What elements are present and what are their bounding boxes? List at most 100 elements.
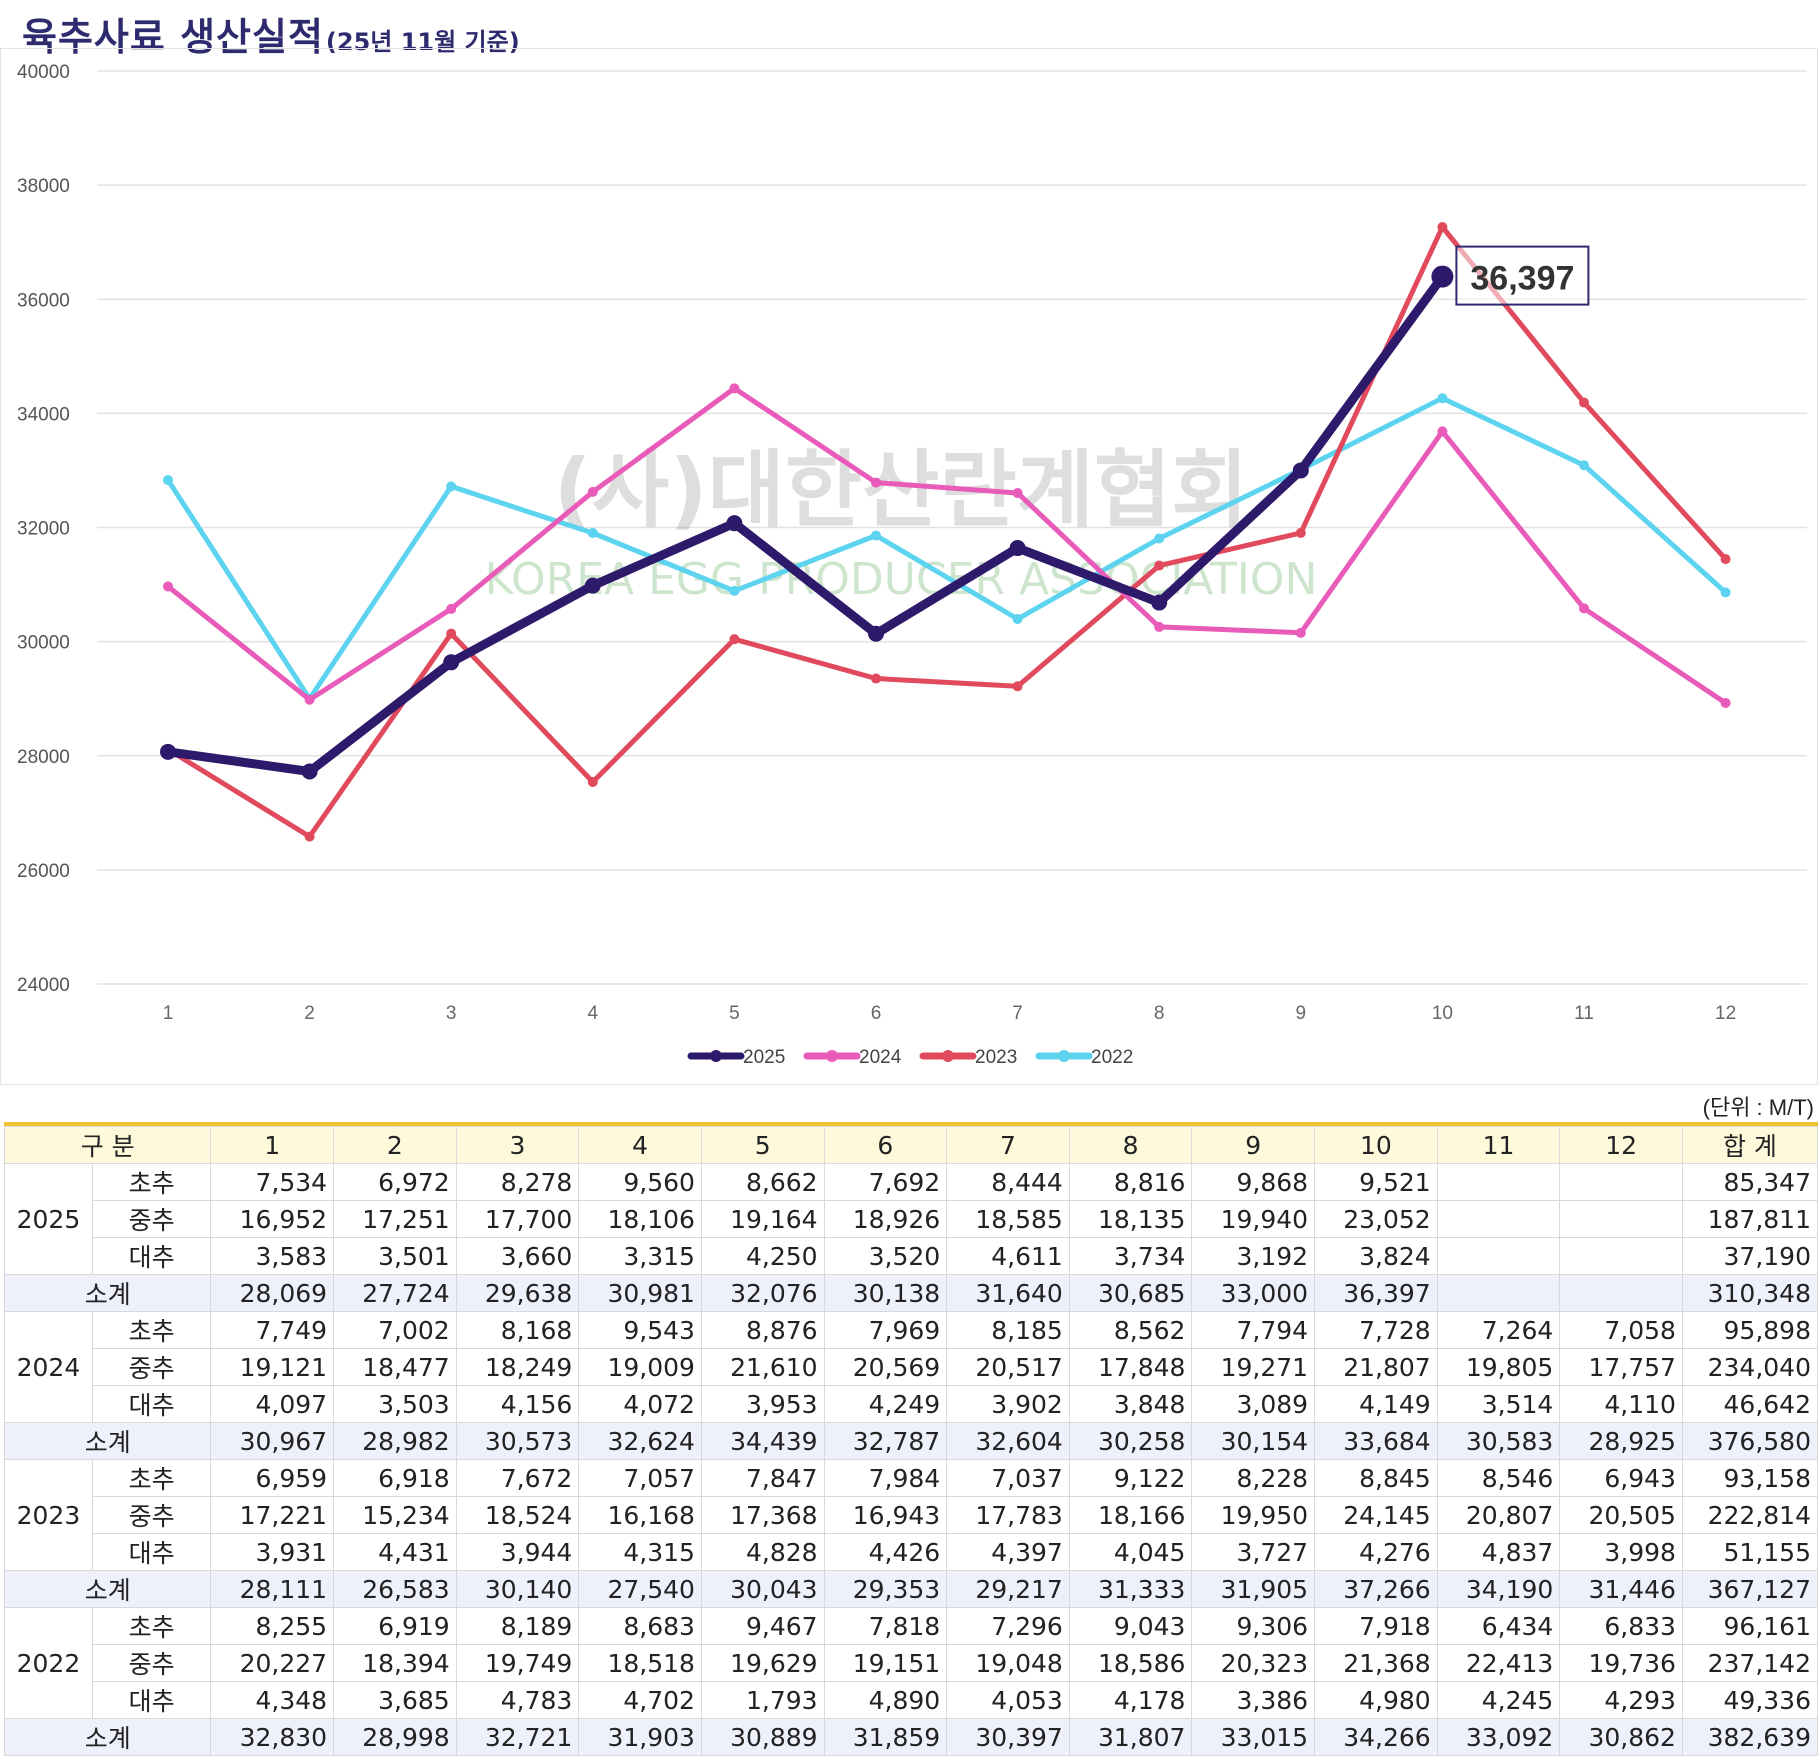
- chart-panel: (사)대한산란계협회 KOREA EGG PRODUCER ASSOCIATION…: [0, 48, 1818, 1085]
- x-tick-label: 9: [1296, 1003, 1307, 1024]
- x-tick-label: 4: [588, 1003, 599, 1024]
- data-point-2023: [1720, 554, 1731, 565]
- value-cell: 18,166: [1068, 1496, 1193, 1534]
- subtotal-cell: 30,967: [210, 1422, 335, 1460]
- value-cell: 8,845: [1314, 1459, 1438, 1497]
- value-cell: 4,426: [823, 1533, 948, 1571]
- value-cell: 17,783: [946, 1496, 1070, 1534]
- value-cell: 18,518: [578, 1644, 702, 1682]
- value-cell: 18,477: [333, 1348, 457, 1386]
- header-month: 10: [1314, 1126, 1438, 1164]
- table-row: 중추 20,227 18,394 19,749 18,518 19,629 19,151 19…: [5, 1644, 1819, 1682]
- value-cell: 17,700: [455, 1200, 580, 1238]
- legend-marker-2023: [942, 1050, 954, 1062]
- data-point-2023: [304, 831, 315, 842]
- value-cell: 20,505: [1559, 1496, 1683, 1534]
- total-cell: 37,190: [1681, 1237, 1819, 1275]
- subtotal-cell: 31,905: [1191, 1570, 1316, 1608]
- value-cell: 17,251: [333, 1200, 457, 1238]
- category-cell: 초추: [91, 1311, 212, 1349]
- value-cell: 19,121: [210, 1348, 335, 1386]
- subtotal-cell: 33,684: [1314, 1422, 1438, 1460]
- data-point-2025: [868, 625, 884, 642]
- total-cell: 46,642: [1681, 1385, 1819, 1423]
- value-cell: 19,805: [1436, 1348, 1561, 1386]
- subtotal-cell: 34,190: [1436, 1570, 1561, 1608]
- subtotal-cell: 30,154: [1191, 1422, 1316, 1460]
- x-tick-label: 8: [1154, 1003, 1165, 1024]
- header-month: 7: [946, 1126, 1070, 1164]
- value-cell: 8,876: [700, 1311, 825, 1349]
- x-tick-label: 11: [1574, 1003, 1594, 1024]
- value-cell: 4,149: [1314, 1385, 1438, 1423]
- header-month: 1: [210, 1126, 335, 1164]
- value-cell: 20,227: [210, 1644, 335, 1682]
- y-tick-label: 30000: [17, 633, 70, 654]
- value-cell: 7,534: [210, 1163, 335, 1201]
- data-point-2022: [1579, 460, 1589, 471]
- value-cell: 8,228: [1191, 1459, 1316, 1497]
- value-cell: 4,293: [1559, 1681, 1683, 1719]
- value-cell: 4,045: [1068, 1533, 1193, 1571]
- value-cell: 8,662: [700, 1163, 825, 1201]
- series-line-2024: [165, 385, 1729, 706]
- subtotal-cell: 30,573: [455, 1422, 580, 1460]
- value-cell: 20,323: [1191, 1644, 1316, 1682]
- subtotal-cell: 30,583: [1436, 1422, 1561, 1460]
- subtotal-cell: [1436, 1274, 1561, 1312]
- subtotal-cell: 31,859: [823, 1718, 948, 1756]
- value-cell: 7,058: [1559, 1311, 1683, 1349]
- x-tick-label: 10: [1432, 1003, 1453, 1024]
- subtotal-cell: 32,604: [946, 1422, 1070, 1460]
- value-cell: 3,089: [1191, 1385, 1316, 1423]
- value-cell: 7,037: [946, 1459, 1070, 1497]
- value-cell: 7,692: [823, 1163, 948, 1201]
- subtotal-cell: 32,830: [210, 1718, 335, 1756]
- subtotal-cell: 26,583: [333, 1570, 457, 1608]
- data-point-2025: [584, 577, 601, 594]
- value-cell: 4,053: [946, 1681, 1070, 1719]
- value-cell: 4,397: [946, 1533, 1070, 1571]
- value-cell: 18,926: [823, 1200, 948, 1238]
- legend-label-2024: 2024: [859, 1047, 902, 1068]
- value-cell: 4,702: [578, 1681, 702, 1719]
- subtotal-cell: 32,624: [578, 1422, 702, 1460]
- category-cell: 중추: [91, 1348, 212, 1386]
- subtotal-cell: 29,638: [455, 1274, 580, 1312]
- data-point-2023: [587, 776, 598, 787]
- category-cell: 대추: [91, 1385, 212, 1423]
- subtotal-total-cell: 376,580: [1681, 1422, 1819, 1460]
- value-cell: 21,807: [1314, 1348, 1438, 1386]
- subtotal-row: 소계 28,069 27,724 29,638 30,981 32,076 30,138 31…: [3, 1274, 1819, 1312]
- value-cell: 7,749: [210, 1311, 335, 1349]
- header-month: 3: [455, 1126, 580, 1164]
- year-cell: 2022: [4, 1607, 93, 1719]
- subtotal-cell: 33,000: [1191, 1274, 1316, 1312]
- value-cell: 3,514: [1436, 1385, 1561, 1423]
- subtotal-cell: 30,685: [1068, 1274, 1193, 1312]
- value-cell: 8,189: [455, 1607, 580, 1645]
- value-cell: 4,110: [1559, 1385, 1683, 1423]
- data-point-2023: [871, 673, 881, 684]
- value-cell: 18,586: [1068, 1644, 1193, 1682]
- value-cell: 7,984: [823, 1459, 948, 1497]
- value-cell: 20,807: [1436, 1496, 1561, 1534]
- header-month: 8: [1068, 1126, 1193, 1164]
- data-point-2023: [446, 628, 457, 639]
- y-tick-label: 32000: [17, 519, 70, 540]
- value-cell: 3,501: [333, 1237, 457, 1275]
- year-cell: 2024: [4, 1311, 93, 1423]
- table-row: 2022 초추 8,255 6,919 8,189 8,683 9,467 7,818 7,29…: [4, 1607, 1819, 1719]
- value-cell: 21,368: [1314, 1644, 1438, 1682]
- value-cell: 17,221: [210, 1496, 335, 1534]
- y-tick-label: 28000: [17, 747, 70, 768]
- subtotal-total-cell: 382,639: [1681, 1718, 1819, 1756]
- legend-marker-2022: [1058, 1050, 1070, 1062]
- subtotal-cell: 36,397: [1314, 1274, 1438, 1312]
- x-tick-label: 3: [446, 1003, 457, 1024]
- subtotal-cell: 28,111: [210, 1570, 335, 1608]
- data-point-2024: [729, 383, 740, 394]
- data-point-2025: [1009, 540, 1026, 557]
- header-month: 4: [578, 1126, 702, 1164]
- header-month: 12: [1559, 1126, 1683, 1164]
